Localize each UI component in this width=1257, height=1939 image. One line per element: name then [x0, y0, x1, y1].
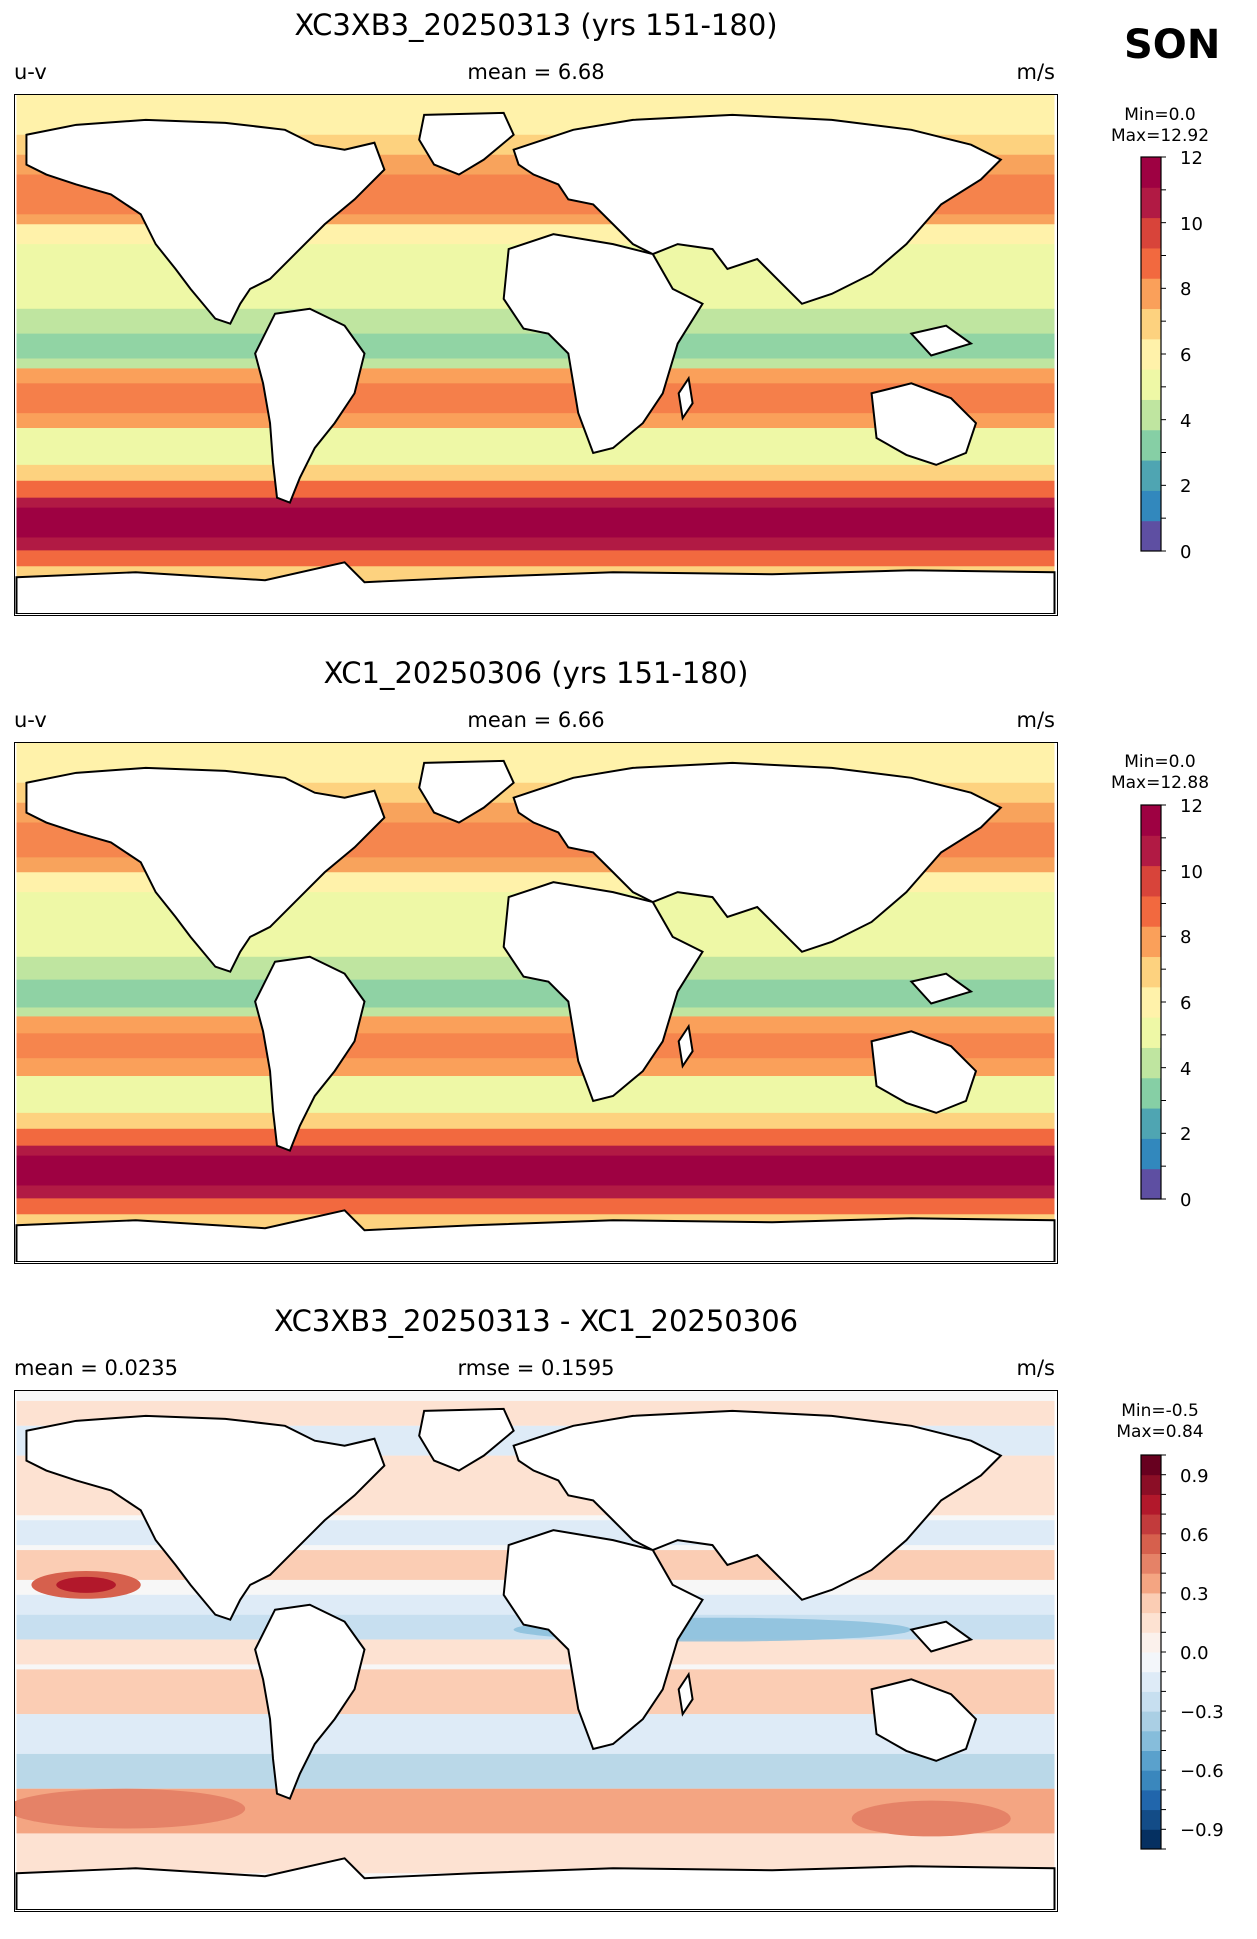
colorbar-segment	[1141, 1138, 1161, 1170]
max-label: Max=0.84	[1116, 1422, 1204, 1442]
colorbar-segment	[1141, 1711, 1161, 1732]
colorbar-segment	[1141, 865, 1161, 897]
min-label: Min=0.0	[1124, 105, 1196, 125]
colorbar-segment	[1141, 460, 1161, 491]
colorbar-segment	[1141, 369, 1161, 400]
colorbar-segment	[1141, 1533, 1161, 1554]
colorbar-tick-label: −0.3	[1180, 1702, 1224, 1723]
max-label: Max=12.92	[1110, 126, 1210, 146]
colorbar-tick-label: 0	[1180, 542, 1192, 563]
colorbar-segment	[1141, 1730, 1161, 1751]
colorbar-segment	[1141, 1455, 1161, 1476]
colorbar-segment	[1141, 1047, 1161, 1079]
colorbar-segment	[1141, 1829, 1161, 1850]
colorbar-frame	[1140, 804, 1162, 1200]
colorbar-tick-label: 6	[1180, 345, 1192, 366]
variable-label: u-v	[14, 708, 47, 732]
mean-label: mean = 6.66	[467, 708, 605, 732]
colorbar-segment	[1141, 805, 1161, 836]
colorbar-tick-label: 8	[1180, 279, 1192, 300]
colorbar-frame	[1140, 1454, 1162, 1850]
colorbar-frame	[1140, 156, 1162, 552]
colorbar-segment	[1141, 338, 1161, 370]
colorbar-tick-label: 12	[1180, 148, 1203, 169]
colorbar-segment	[1141, 217, 1161, 249]
colorbar-segment	[1141, 520, 1161, 552]
colorbar-tick-label: −0.6	[1180, 1761, 1224, 1782]
colorbar-tick-label: 12	[1180, 796, 1203, 817]
colorbar-tick-label: 6	[1180, 993, 1192, 1014]
units-label: m/s	[1016, 60, 1055, 84]
colorbar-tick-label: 0	[1180, 1190, 1192, 1211]
mean-label: mean = 0.0235	[14, 1356, 178, 1380]
colorbar-segment	[1141, 429, 1161, 461]
colorbar-segment	[1141, 157, 1161, 188]
colorbar-segment	[1141, 1494, 1161, 1515]
colorbar-tick-label: 2	[1180, 1124, 1192, 1145]
panel-title: XC3XB3_20250313 (yrs 151-180)	[294, 8, 778, 42]
colorbar-segment	[1141, 1573, 1161, 1594]
variable-label: u-v	[14, 60, 47, 84]
colorbar-segment	[1141, 1514, 1161, 1535]
rmse-label: rmse = 0.1595	[457, 1356, 615, 1380]
colorbar-segment	[1141, 986, 1161, 1018]
wind-difference-map	[15, 1391, 1056, 1910]
min-label: Min=0.0	[1124, 752, 1196, 772]
colorbar-segment	[1141, 490, 1161, 522]
season-label: SON	[1124, 22, 1221, 68]
colorbar-tick-label: 10	[1180, 862, 1203, 883]
wind-speed-map	[15, 95, 1056, 614]
map-panel	[14, 1390, 1058, 1912]
colorbar-tick-label: 0.0	[1180, 1643, 1209, 1664]
colorbar-segment	[1141, 1770, 1161, 1791]
colorbar-segment	[1141, 278, 1161, 310]
colorbar-segment	[1141, 1632, 1161, 1653]
colorbar-segment	[1141, 1077, 1161, 1109]
colorbar-segment	[1141, 247, 1161, 279]
colorbar-tick-label: 2	[1180, 476, 1192, 497]
colorbar-segment	[1141, 1553, 1161, 1574]
colorbar-segment	[1141, 895, 1161, 927]
colorbar-segment	[1141, 1691, 1161, 1712]
colorbar-segment	[1141, 1612, 1161, 1633]
colorbar	[1140, 156, 1166, 552]
wind-speed-map	[15, 743, 1056, 1262]
colorbar-tick-label: 8	[1180, 927, 1192, 948]
mean-label: mean = 6.68	[467, 60, 605, 84]
colorbar-segment	[1141, 1671, 1161, 1692]
colorbar-segment	[1141, 926, 1161, 958]
colorbar-segment	[1141, 1652, 1161, 1673]
colorbar-tick-label: −0.9	[1180, 1820, 1224, 1841]
colorbar-segment	[1141, 956, 1161, 988]
colorbar-segment	[1141, 835, 1161, 867]
colorbar-segment	[1141, 399, 1161, 431]
colorbar-tick-label: 0.3	[1180, 1584, 1209, 1605]
colorbar-tick-label: 4	[1180, 411, 1192, 432]
colorbar-segment	[1141, 1474, 1161, 1495]
map-panel	[14, 94, 1058, 616]
panel-title: XC1_20250306 (yrs 151-180)	[323, 656, 749, 690]
units-label: m/s	[1016, 708, 1055, 732]
colorbar-segment	[1141, 1592, 1161, 1614]
colorbar-segment	[1141, 1108, 1161, 1139]
colorbar-segment	[1141, 1168, 1161, 1200]
colorbar-tick-label: 4	[1180, 1059, 1192, 1080]
colorbar-segment	[1141, 1789, 1161, 1811]
colorbar-tick-label: 0.6	[1180, 1525, 1209, 1546]
colorbar-segment	[1141, 187, 1161, 219]
colorbar-tick-label: 10	[1180, 214, 1203, 235]
colorbar-tick-label: 0.9	[1180, 1466, 1209, 1487]
colorbar-segment	[1141, 1017, 1161, 1048]
units-label: m/s	[1016, 1356, 1055, 1380]
panel-title: XC3XB3_20250313 - XC1_20250306	[273, 1304, 799, 1338]
colorbar-segment	[1141, 1750, 1161, 1771]
colorbar-segment	[1141, 1809, 1161, 1830]
map-panel	[14, 742, 1058, 1264]
min-label: Min=-0.5	[1121, 1401, 1199, 1421]
colorbar	[1140, 1454, 1166, 1850]
colorbar	[1140, 804, 1166, 1200]
colorbar-segment	[1141, 308, 1161, 340]
max-label: Max=12.88	[1110, 773, 1210, 793]
